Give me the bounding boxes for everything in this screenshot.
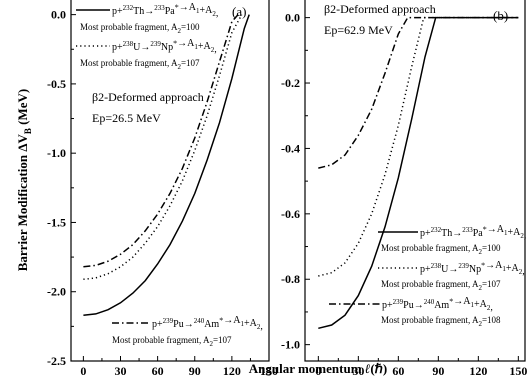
x-tick-label: 150: [260, 364, 278, 378]
x-tick-label: 120: [223, 364, 241, 378]
panel-a-approach-label: β2-Deformed approach: [92, 90, 204, 104]
panel-a-energy-label: Ep=26.5 MeV: [92, 111, 161, 125]
y-axis-title-main: Barrier Modification ΔV: [15, 133, 30, 271]
y-axis-title-unit: (MeV): [15, 89, 30, 128]
panel-a-series-solid: [83, 14, 250, 317]
panel-b-series-solid: [318, 16, 519, 330]
x-tick-label: 120: [469, 364, 487, 378]
y-tick-label: 0.0: [285, 11, 300, 25]
y-tick-label: -0.6: [281, 207, 300, 221]
y-tick-label: -0.4: [281, 141, 300, 155]
x-tick-label: 90: [189, 364, 201, 378]
y-tick-label: -0.2: [281, 76, 300, 90]
panel-b-ticks: 0 30 60 90 120 150 0.0 -0.2 -0.4 -0.6 -0.8 -1.0: [281, 11, 527, 378]
x-tick-label: 60: [152, 364, 164, 378]
y-tick-label: -0.5: [47, 77, 66, 91]
legend-fragment: Most probable fragment, A2=100: [80, 22, 200, 35]
panel-a-series-dotted: [83, 14, 243, 281]
x-axis-title-unit: (ℏ): [370, 361, 387, 376]
y-tick-label: -1.0: [281, 338, 300, 352]
y-tick-label: -1.5: [47, 215, 66, 229]
y-tick-label: -0.8: [281, 272, 300, 286]
panel-b-approach-label: β2-Deformed approach: [324, 2, 436, 16]
x-tick-label: 90: [432, 364, 444, 378]
x-tick-label: 0: [315, 364, 321, 378]
x-tick-label: 0: [80, 364, 86, 378]
panel-a: (a) 0 30 60 90 120 150 0.0 -0.5 -1.0 -1.5 -2.0 -2.5…: [47, 0, 278, 378]
legend-fragment: Most probable fragment, A2=107: [80, 58, 200, 71]
panel-a-ticks: 0 30 60 90 120 150 0.0 -0.5 -1.0 -1.5 -2.0 -2.5: [47, 8, 278, 378]
legend-reaction: p+238U→239Np*→A1+A2,: [420, 260, 525, 277]
panel-b-label: (b): [493, 8, 508, 23]
legend-reaction: p+238U→239Np*→A1+A2,: [112, 38, 217, 55]
x-axis-title-ell: ℓ: [365, 361, 371, 376]
panel-b-series-dashdot: [318, 16, 519, 169]
x-axis-title: Angular momentum ℓ(ℏ): [249, 361, 388, 376]
panel-b-series: [318, 16, 519, 330]
x-tick-label: 30: [115, 364, 127, 378]
y-axis-title: Barrier Modification ΔVB (MeV): [15, 89, 33, 272]
y-tick-label: -2.5: [47, 354, 66, 368]
panel-a-frame: [70, 0, 270, 362]
panel-a-series: [83, 14, 250, 317]
legend-fragment: Most probable fragment, A2=107: [381, 279, 501, 292]
x-tick-label: 30: [352, 364, 364, 378]
legend-reaction: p+232Th→233Pa*→A1+A2,: [112, 2, 218, 19]
x-axis-title-main: Angular momentum: [249, 361, 365, 376]
legend-reaction: p+239Pu→240Am*→A1+A2,: [152, 315, 263, 332]
x-tick-label: 150: [509, 364, 527, 378]
legend-fragment: Most probable fragment, A2=107: [112, 335, 232, 348]
panel-b-frame: [304, 0, 526, 362]
legend-reaction: p+232Th→233Pa*→A1+A2,: [420, 224, 526, 241]
legend-fragment: Most probable fragment, A2=108: [381, 315, 501, 328]
y-tick-label: -1.0: [47, 146, 66, 160]
panel-b-energy-label: Ep=62.9 MeV: [324, 23, 393, 37]
legend-reaction: p+239Pu→240Am*→A1+A2,: [382, 296, 493, 313]
legends: p+232Th→233Pa*→A1+A2, Most probable fragm…: [76, 2, 526, 348]
panel-b: (b) 0 30 60 90 120 150 0.0 -0.2 -0.4 -0.6 -0.8 -1.0…: [281, 0, 527, 378]
panel-a-series-dashdot: [83, 14, 239, 268]
x-tick-label: 60: [392, 364, 404, 378]
y-tick-label: -2.0: [47, 285, 66, 299]
panel-b-series-dotted: [318, 16, 519, 277]
y-tick-label: 0.0: [51, 8, 66, 22]
panel-a-label: (a): [232, 4, 246, 19]
y-axis-title-sub: B: [23, 128, 33, 134]
legend-fragment: Most probable fragment, A2=100: [381, 243, 501, 256]
